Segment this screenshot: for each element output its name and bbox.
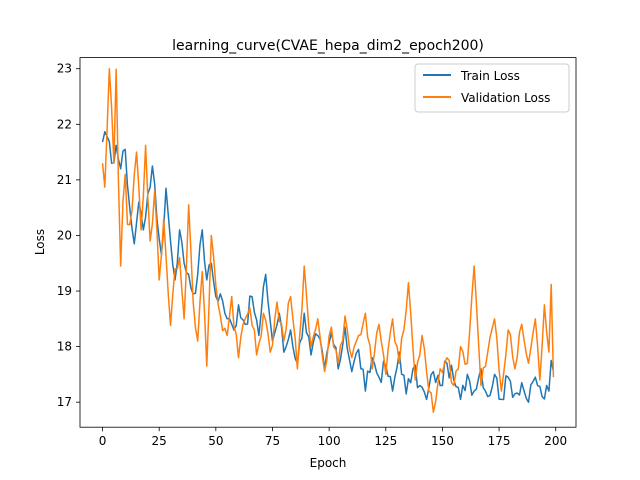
- y-tick-label: 23: [57, 62, 72, 76]
- x-axis-label: Epoch: [310, 456, 347, 470]
- axes-frame: [79, 57, 577, 428]
- y-axis-label: Loss: [33, 229, 47, 255]
- x-tick-label: 75: [265, 434, 280, 448]
- y-tick-label: 21: [57, 173, 72, 187]
- y-tick-label: 20: [57, 228, 72, 242]
- series-layer: [101, 67, 555, 413]
- x-tick-label: 200: [544, 434, 567, 448]
- y-tick-label: 18: [57, 340, 72, 354]
- x-tick-label: 0: [99, 434, 107, 448]
- legend: Train Loss Validation Loss: [414, 63, 570, 113]
- chart-title: learning_curve(CVAE_hepa_dim2_epoch200): [172, 38, 484, 54]
- y-tick-label: 19: [57, 284, 72, 298]
- legend-label-train-loss: Train Loss: [460, 69, 520, 83]
- y-axis-ticks: 17 18 19 20 21 22 23: [57, 62, 80, 409]
- x-axis-ticks: 0 25 50 75 100 125 150 175 200: [99, 427, 567, 448]
- y-tick-label: 22: [57, 117, 72, 131]
- legend-label-validation-loss: Validation Loss: [461, 91, 550, 105]
- x-tick-label: 175: [488, 434, 511, 448]
- x-tick-label: 150: [431, 434, 454, 448]
- legend-box: [414, 63, 570, 113]
- y-tick-label: 17: [57, 395, 72, 409]
- x-tick-label: 125: [374, 434, 397, 448]
- x-tick-label: 25: [152, 434, 167, 448]
- validation-loss-line: [101, 67, 555, 413]
- x-tick-label: 100: [318, 434, 341, 448]
- x-tick-label: 50: [208, 434, 223, 448]
